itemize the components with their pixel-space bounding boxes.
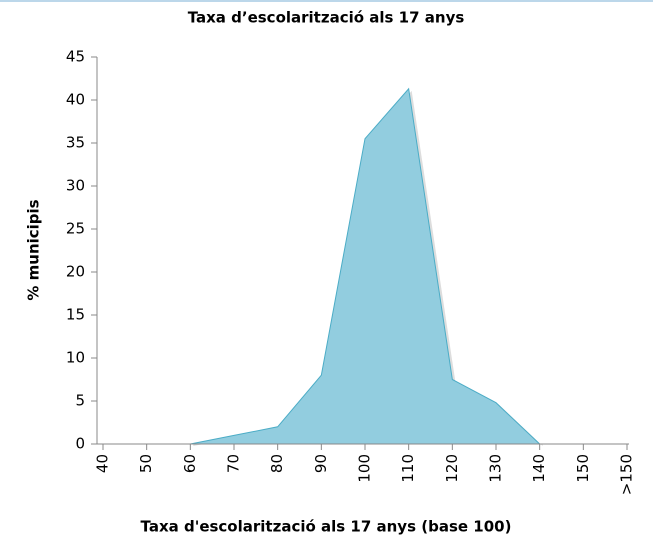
x-tick-label: 130 — [487, 454, 505, 483]
x-tick-label: 100 — [356, 454, 374, 483]
y-tick-label: 0 — [75, 435, 85, 453]
x-tick-label: 110 — [399, 454, 417, 483]
y-tick-label: 5 — [75, 392, 85, 410]
y-tick-label: 20 — [66, 263, 85, 281]
y-tick-label: 45 — [66, 48, 85, 66]
y-tick-label: 15 — [66, 306, 85, 324]
x-axis-label: Taxa d'escolarització als 17 anys (base … — [141, 518, 512, 536]
x-tick-label: 150 — [574, 454, 592, 483]
y-tick-label: 40 — [66, 91, 85, 109]
x-tick-label: 80 — [268, 454, 286, 473]
x-tick-label: 120 — [443, 454, 461, 483]
chart-title: Taxa d’escolarització als 17 anys — [188, 9, 465, 27]
y-tick-label: 25 — [66, 220, 85, 238]
x-tick-label: 140 — [530, 454, 548, 483]
y-tick-label: 35 — [66, 134, 85, 152]
x-tick-label: 90 — [312, 454, 330, 473]
x-tick-label: 70 — [225, 454, 243, 473]
x-tick-label: 50 — [137, 454, 155, 473]
y-tick-label: 10 — [66, 349, 85, 367]
x-tick-label: 60 — [181, 454, 199, 473]
x-tick-label: 40 — [94, 454, 112, 473]
x-tick-label: >150 — [618, 454, 636, 495]
y-tick-label: 30 — [66, 177, 85, 195]
y-axis-label: % municipis — [25, 199, 43, 300]
area — [190, 87, 541, 445]
